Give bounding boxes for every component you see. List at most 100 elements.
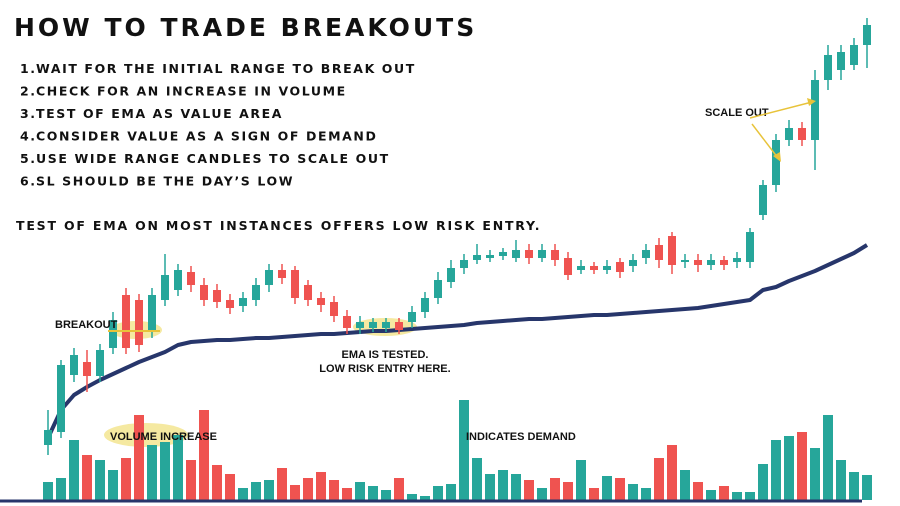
- volume-bar: [576, 460, 586, 500]
- candle-body: [148, 295, 156, 330]
- step-number: 6.: [20, 174, 37, 189]
- candle-body: [187, 272, 195, 285]
- annotation: EMA IS TESTED.: [342, 349, 429, 361]
- candle-body: [291, 270, 299, 298]
- volume-bar: [173, 435, 183, 500]
- volume-bar: [498, 470, 508, 500]
- step-number: 3.: [20, 106, 37, 121]
- candle-body: [109, 320, 117, 348]
- arrow: [751, 123, 779, 159]
- volume-bar: [277, 468, 287, 500]
- annotation: SCALE OUT: [705, 107, 769, 119]
- volume-bar: [290, 485, 300, 500]
- volume-bar: [238, 488, 248, 500]
- volume-bar: [810, 448, 820, 500]
- candle-body: [330, 302, 338, 316]
- candle-body: [265, 270, 273, 285]
- note: TEST OF EMA ON MOST INSTANCES OFFERS LOW…: [16, 218, 541, 233]
- volume-bar: [654, 458, 664, 500]
- volume-bar: [407, 494, 417, 500]
- ema-line: [46, 243, 869, 439]
- volume-bar: [771, 440, 781, 500]
- volume-bar: [316, 472, 326, 500]
- candle-body: [577, 266, 585, 270]
- candle-body: [317, 298, 325, 305]
- volume-bar: [108, 470, 118, 500]
- candle-body: [174, 270, 182, 290]
- step-text: CONSIDER VALUE AS A SIGN OF DEMAND: [36, 129, 377, 144]
- volume-bar: [95, 460, 105, 500]
- volume-bar: [394, 478, 404, 500]
- candle-body: [44, 430, 52, 445]
- candle-body: [83, 362, 91, 376]
- candle-body: [226, 300, 234, 308]
- volume-bar: [160, 442, 170, 500]
- volume-bar: [82, 455, 92, 500]
- volume-bar: [433, 486, 443, 500]
- candle-body: [408, 312, 416, 322]
- candle-body: [356, 322, 364, 328]
- volume-bar: [121, 458, 131, 500]
- volume-bar: [797, 432, 807, 500]
- volume-bar: [862, 475, 872, 500]
- volume-bar: [680, 470, 690, 500]
- step-number: 1.: [20, 61, 37, 76]
- candle-body: [538, 250, 546, 258]
- volume-bar: [342, 488, 352, 500]
- candle-body: [811, 80, 819, 140]
- volume-bar: [511, 474, 521, 500]
- volume-bar: [303, 478, 313, 500]
- candle-body: [122, 295, 130, 348]
- annotation: BREAKOUT: [55, 319, 118, 331]
- candle-body: [863, 25, 871, 45]
- volume-bar: [147, 445, 157, 500]
- candle-body: [421, 298, 429, 312]
- candle-body: [486, 255, 494, 258]
- annotation: VOLUME INCREASE: [110, 431, 217, 443]
- arrow: [749, 101, 813, 119]
- volume-bar: [732, 492, 742, 500]
- volume-bar: [251, 482, 261, 500]
- volume-bar: [641, 488, 651, 500]
- candle-body: [252, 285, 260, 300]
- volume-highlight: [104, 423, 188, 447]
- volume-bar: [849, 472, 859, 500]
- volume-bar: [212, 465, 222, 500]
- candle-body: [525, 250, 533, 258]
- candle-body: [798, 128, 806, 140]
- title: HOW TO TRADE BREAKOUTS: [14, 13, 477, 42]
- candle-body: [200, 285, 208, 300]
- volume-bar: [550, 478, 560, 500]
- candle-body: [447, 268, 455, 282]
- step-text: USE WIDE RANGE CANDLES TO SCALE OUT: [36, 151, 390, 166]
- volume-bar: [745, 492, 755, 500]
- step-text: TEST OF EMA AS VALUE AREA: [36, 106, 283, 121]
- candle-body: [642, 250, 650, 258]
- volume-bar: [264, 480, 274, 500]
- candle-body: [57, 365, 65, 432]
- candle-body: [629, 260, 637, 266]
- step-number: 4.: [20, 129, 37, 144]
- candle-body: [369, 322, 377, 328]
- candle-body: [70, 355, 78, 375]
- candle-body: [772, 140, 780, 185]
- volume-bar: [225, 474, 235, 500]
- volume-bar: [329, 480, 339, 500]
- volume-bar: [615, 478, 625, 500]
- candle-body: [434, 280, 442, 298]
- candle-body: [213, 290, 221, 302]
- candle-body: [161, 275, 169, 300]
- candle-body: [785, 128, 793, 140]
- volume-bar: [420, 496, 430, 500]
- volume-bar: [186, 460, 196, 500]
- volume-bar: [368, 486, 378, 500]
- candle-body: [707, 260, 715, 265]
- volume-bar: [628, 484, 638, 500]
- volume-bar: [589, 488, 599, 500]
- candle-body: [603, 266, 611, 270]
- step-text: WAIT FOR THE INITIAL RANGE TO BREAK OUT: [36, 61, 416, 76]
- candle-body: [694, 260, 702, 265]
- candle-body: [590, 266, 598, 270]
